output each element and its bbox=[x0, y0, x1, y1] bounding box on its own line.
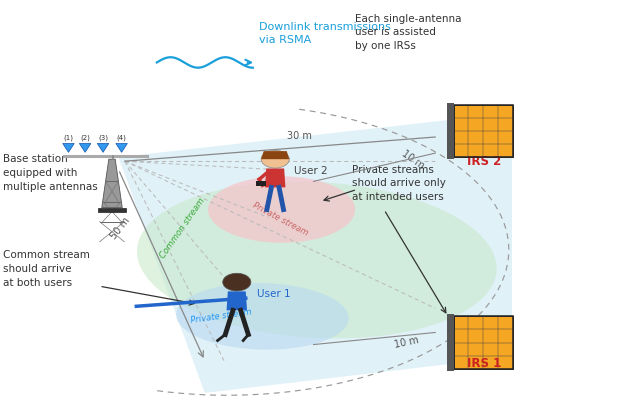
Text: (4): (4) bbox=[116, 135, 127, 141]
Text: User 2: User 2 bbox=[294, 166, 328, 176]
Text: Private streams
should arrive only
at intended users: Private streams should arrive only at in… bbox=[352, 165, 446, 202]
Text: 50 m: 50 m bbox=[108, 216, 132, 242]
Text: Private stream: Private stream bbox=[189, 307, 252, 325]
Ellipse shape bbox=[208, 177, 355, 243]
Text: IRS 2: IRS 2 bbox=[467, 155, 502, 168]
Text: 10 m: 10 m bbox=[394, 335, 420, 350]
Text: Common stream: Common stream bbox=[158, 196, 207, 260]
Polygon shape bbox=[454, 105, 513, 157]
Polygon shape bbox=[447, 103, 454, 159]
Polygon shape bbox=[63, 143, 74, 152]
Text: Private stream: Private stream bbox=[251, 201, 310, 238]
Polygon shape bbox=[97, 143, 109, 152]
Polygon shape bbox=[261, 151, 289, 159]
Circle shape bbox=[261, 150, 289, 168]
Polygon shape bbox=[227, 291, 247, 310]
Circle shape bbox=[223, 273, 251, 291]
Text: (3): (3) bbox=[98, 135, 108, 141]
Polygon shape bbox=[118, 113, 512, 393]
Ellipse shape bbox=[137, 181, 497, 339]
Text: 10 m: 10 m bbox=[400, 148, 426, 170]
Text: Base station
equipped with
multiple antennas: Base station equipped with multiple ante… bbox=[3, 154, 98, 192]
Polygon shape bbox=[79, 143, 91, 152]
Polygon shape bbox=[116, 143, 127, 152]
Polygon shape bbox=[265, 168, 285, 187]
Ellipse shape bbox=[176, 283, 349, 350]
Polygon shape bbox=[454, 316, 513, 369]
Text: Each single-antenna
user is assisted
by one IRSs: Each single-antenna user is assisted by … bbox=[355, 14, 461, 50]
Polygon shape bbox=[447, 314, 454, 371]
Polygon shape bbox=[256, 181, 266, 186]
Text: (2): (2) bbox=[80, 135, 90, 141]
Text: Downlink transmissions
via RSMA: Downlink transmissions via RSMA bbox=[259, 22, 391, 45]
Text: User 1: User 1 bbox=[257, 289, 291, 299]
Polygon shape bbox=[98, 208, 126, 212]
Text: IRS 1: IRS 1 bbox=[467, 357, 502, 370]
Text: (1): (1) bbox=[63, 135, 74, 141]
Text: Common stream
should arrive
at both users: Common stream should arrive at both user… bbox=[3, 250, 90, 288]
Text: 30 m: 30 m bbox=[287, 131, 312, 141]
Polygon shape bbox=[102, 159, 122, 208]
